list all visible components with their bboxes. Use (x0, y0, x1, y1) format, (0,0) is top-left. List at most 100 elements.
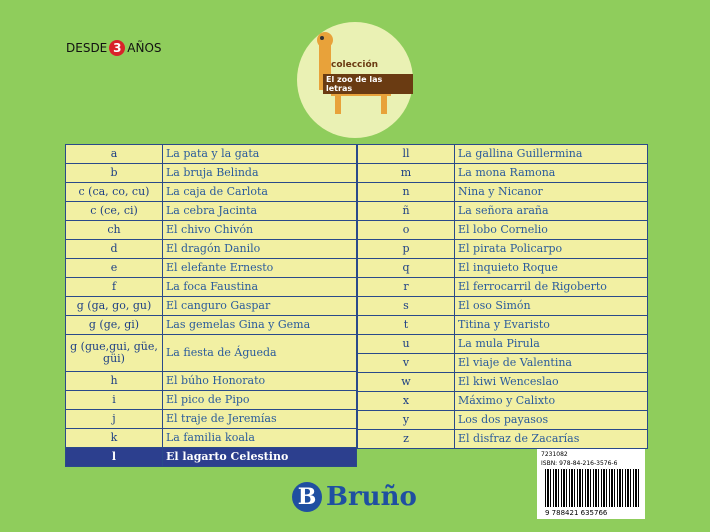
title-cell: El inquieto Roque (454, 258, 648, 278)
title-cell: El lagarto Celestino (162, 447, 357, 467)
title-cell: La familia koala (162, 428, 357, 448)
table-row: ñ La señora araña (357, 201, 648, 221)
age-label: DESDE 3 AÑOS (66, 40, 162, 56)
letter-cell: b (65, 163, 163, 183)
title-cell: Los dos payasos (454, 410, 648, 430)
table-row: t Titina y Evaristo (357, 315, 648, 335)
letter-cell: g (gue,gui, güe, güi) (65, 334, 163, 372)
letter-cell: f (65, 277, 163, 297)
letter-cell: e (65, 258, 163, 278)
age-number: 3 (109, 40, 126, 56)
letter-cell: y (357, 410, 455, 430)
letter-cell: p (357, 239, 455, 259)
letter-cell: h (65, 371, 163, 391)
title-cell: El kiwi Wenceslao (454, 372, 648, 392)
letter-cell: u (357, 334, 455, 354)
title-cell: La cebra Jacinta (162, 201, 357, 221)
title-cell: El chivo Chivón (162, 220, 357, 240)
title-cell: Nina y Nicanor (454, 182, 648, 202)
logo-line1: colección (331, 60, 379, 70)
publisher-logo: B Bruño (292, 482, 417, 512)
table-row: h El búho Honorato (65, 371, 357, 391)
table-row: y Los dos payasos (357, 410, 648, 430)
publisher-name: Bruño (326, 482, 417, 512)
letter-cell: l (65, 447, 163, 467)
letter-cell: ñ (357, 201, 455, 221)
table-row: g (gue,gui, güe, güi) La fiesta de Águeda (65, 334, 357, 372)
table-row: k La familia koala (65, 428, 357, 448)
table-row: s El oso Simón (357, 296, 648, 316)
table-row: x Máximo y Calixto (357, 391, 648, 411)
table-row: i El pico de Pipo (65, 390, 357, 410)
table-row: ll La gallina Guillermina (357, 144, 648, 164)
barcode: 7231082 ISBN: 978-84-216-3576-6 9 788421… (537, 449, 645, 519)
table-row: z El disfraz de Zacarías (357, 429, 648, 449)
table-row: m La mona Ramona (357, 163, 648, 183)
age-prefix: DESDE (66, 41, 108, 55)
letter-cell: t (357, 315, 455, 335)
letter-cell: d (65, 239, 163, 259)
title-cell: El búho Honorato (162, 371, 357, 391)
right-table: ll La gallina Guillermina m La mona Ramona n… (357, 144, 648, 449)
collection-logo: colección El zoo de las letras (297, 22, 413, 138)
title-cell: La gallina Guillermina (454, 144, 648, 164)
letter-cell: o (357, 220, 455, 240)
letter-cell: x (357, 391, 455, 411)
table-row: j El traje de Jeremías (65, 409, 357, 429)
title-cell: La fiesta de Águeda (162, 334, 357, 372)
letter-cell: r (357, 277, 455, 297)
letter-cell: g (ga, go, gu) (65, 296, 163, 316)
table-row: q El inquieto Roque (357, 258, 648, 278)
title-cell: La mona Ramona (454, 163, 648, 183)
title-cell: El pirata Policarpo (454, 239, 648, 259)
letter-cell: w (357, 372, 455, 392)
title-cell: El ferrocarril de Rigoberto (454, 277, 648, 297)
table-row: v El viaje de Valentina (357, 353, 648, 373)
title-cell: La foca Faustina (162, 277, 357, 297)
table-row: g (ga, go, gu) El canguro Gaspar (65, 296, 357, 316)
table-row: c (ce, ci) La cebra Jacinta (65, 201, 357, 221)
letter-cell: m (357, 163, 455, 183)
letter-cell: k (65, 428, 163, 448)
isbn: ISBN: 978-84-216-3576-6 (541, 460, 618, 467)
letter-cell: n (357, 182, 455, 202)
table-row: ch El chivo Chivón (65, 220, 357, 240)
letter-cell: a (65, 144, 163, 164)
letter-cell: c (ca, co, cu) (65, 182, 163, 202)
title-cell: Las gemelas Gina y Gema (162, 315, 357, 335)
table-row: u La mula Pirula (357, 334, 648, 354)
letter-cell: v (357, 353, 455, 373)
letter-cell: j (65, 409, 163, 429)
title-cell: El dragón Danilo (162, 239, 357, 259)
title-cell: El elefante Ernesto (162, 258, 357, 278)
table-row: c (ca, co, cu) La caja de Carlota (65, 182, 357, 202)
letter-cell: z (357, 429, 455, 449)
letter-cell: i (65, 390, 163, 410)
table-row: n Nina y Nicanor (357, 182, 648, 202)
table-row: e El elefante Ernesto (65, 258, 357, 278)
table-row: w El kiwi Wenceslao (357, 372, 648, 392)
table-row: o El lobo Cornelio (357, 220, 648, 240)
title-cell: La mula Pirula (454, 334, 648, 354)
title-cell: La bruja Belinda (162, 163, 357, 183)
letter-cell: ll (357, 144, 455, 164)
publisher-icon: B (292, 482, 322, 512)
title-cell: Máximo y Calixto (454, 391, 648, 411)
table-row: g (ge, gi) Las gemelas Gina y Gema (65, 315, 357, 335)
title-cell: La pata y la gata (162, 144, 357, 164)
title-cell: El viaje de Valentina (454, 353, 648, 373)
letter-cell: g (ge, gi) (65, 315, 163, 335)
table-row: l El lagarto Celestino (65, 447, 357, 467)
logo-line2: El zoo de las letras (323, 74, 413, 94)
title-cell: El disfraz de Zacarías (454, 429, 648, 449)
title-cell: El traje de Jeremías (162, 409, 357, 429)
table-row: d El dragón Danilo (65, 239, 357, 259)
barcode-bars (545, 469, 641, 507)
table-row: b La bruja Belinda (65, 163, 357, 183)
barcode-digits: 9 788421 635766 (545, 509, 608, 517)
letter-cell: s (357, 296, 455, 316)
table-row: a La pata y la gata (65, 144, 357, 164)
title-cell: Titina y Evaristo (454, 315, 648, 335)
title-cell: La señora araña (454, 201, 648, 221)
